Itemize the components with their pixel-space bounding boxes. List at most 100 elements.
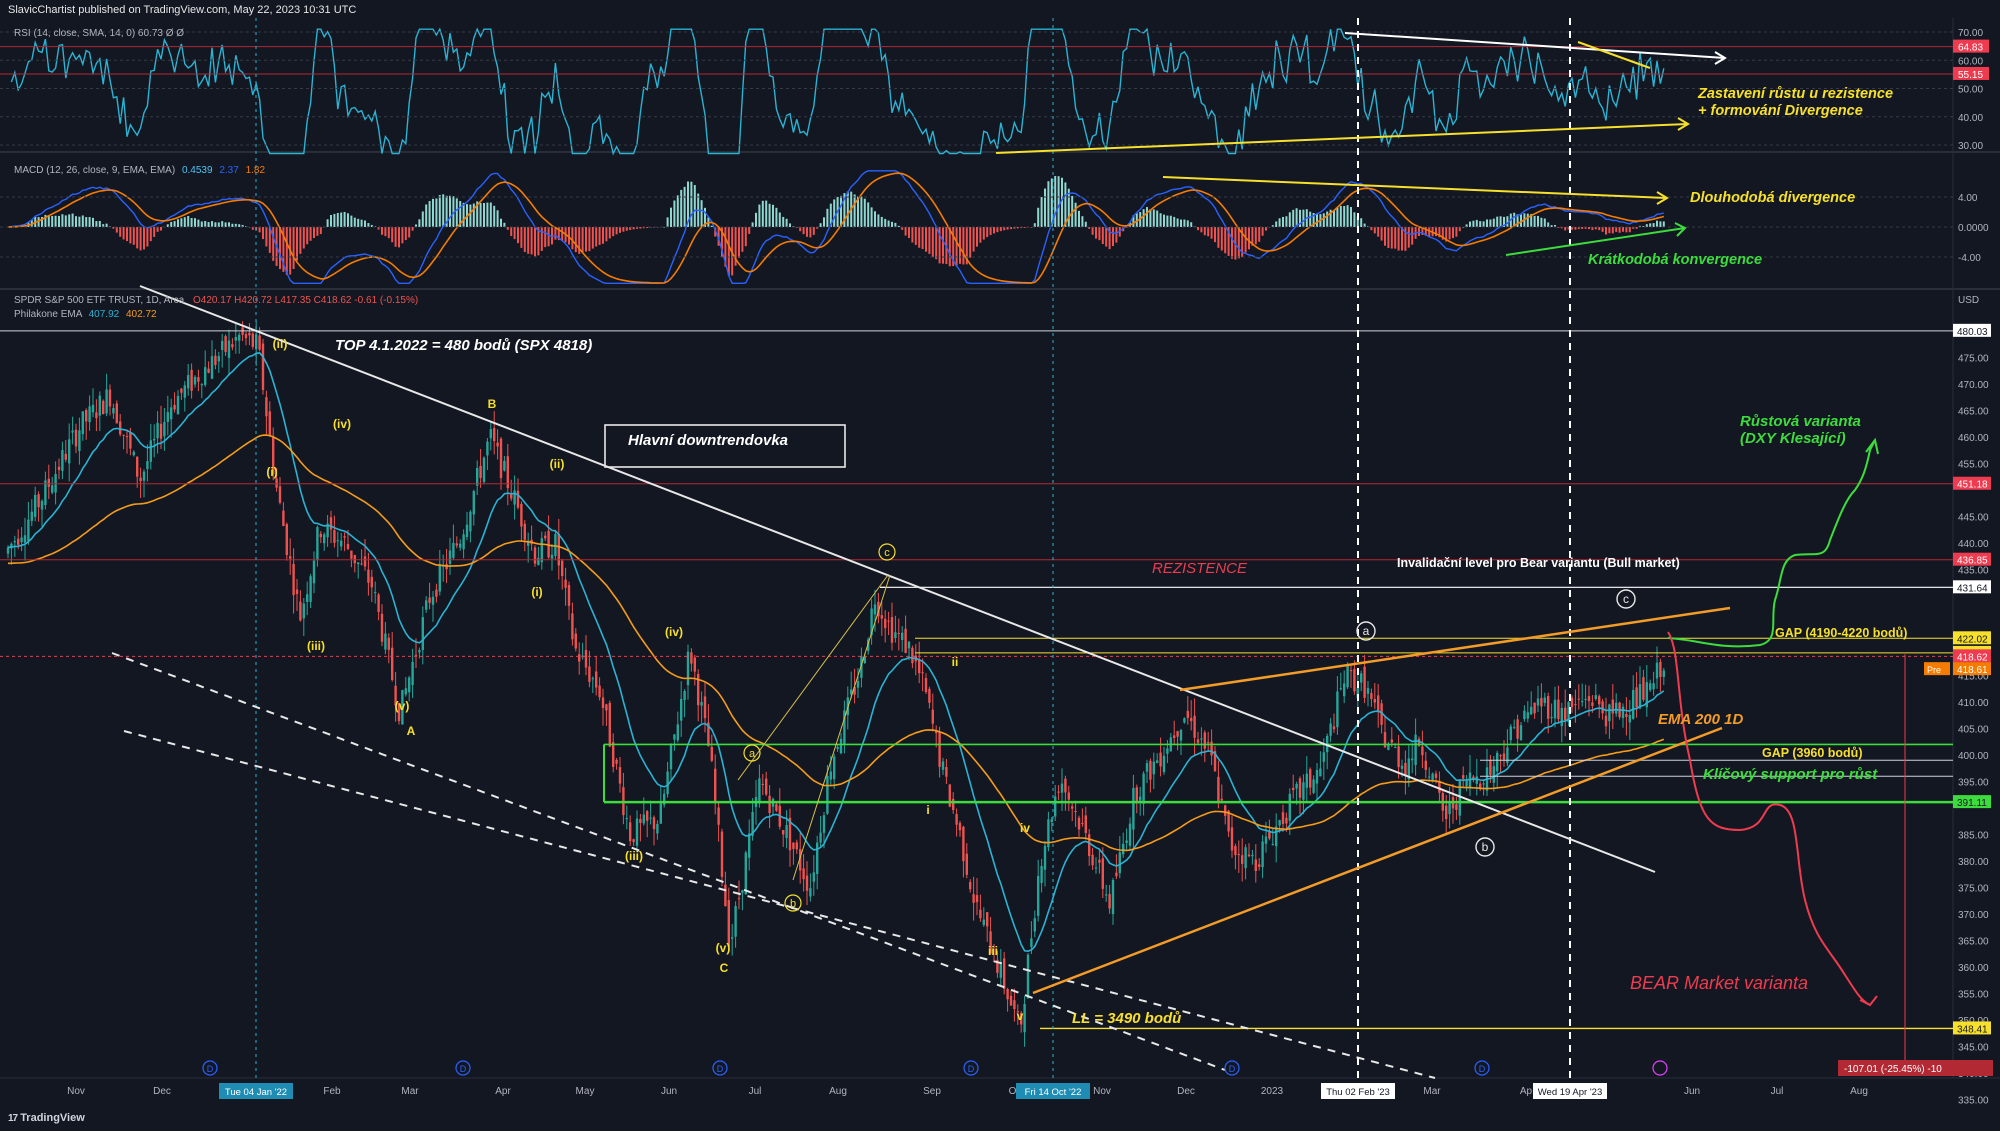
candle-body [1645, 682, 1648, 708]
candle-body [1332, 726, 1336, 730]
candle-body [1149, 760, 1152, 780]
candle-body [1305, 773, 1308, 788]
candle-body [1047, 819, 1050, 848]
macd-histogram-bar [751, 222, 754, 227]
candle-body [102, 400, 105, 415]
candle-body [598, 685, 601, 698]
macd-histogram-bar [1404, 227, 1407, 251]
candle-body [1281, 812, 1285, 824]
candle-body [1509, 726, 1512, 741]
candle-body [408, 677, 411, 693]
time-axis-label: Nov [67, 1086, 85, 1097]
macd-value-1: 0.4539 [181, 165, 213, 176]
candle-body [272, 436, 275, 475]
price-axis-tick: 455.00 [1958, 460, 1989, 471]
macd-histogram-bar [1135, 213, 1138, 227]
candle-body [1434, 773, 1438, 778]
candle-body [836, 747, 839, 749]
candle-body [459, 543, 462, 548]
macd-histogram-bar [387, 227, 390, 239]
macd-histogram-bar [802, 227, 805, 235]
candle-body [941, 761, 945, 770]
candle-body [1370, 693, 1373, 700]
candle-body [187, 375, 190, 389]
macd-histogram-bar [1231, 227, 1233, 259]
time-axis-label: Mar [401, 1086, 419, 1097]
macd-histogram-bar [1659, 221, 1662, 227]
macd-histogram-bar [350, 215, 353, 227]
candle-body [1244, 847, 1247, 869]
candle-body [962, 826, 965, 862]
macd-histogram-bar [132, 227, 135, 245]
footer-brand[interactable]: 17 TradingView [8, 1112, 85, 1124]
candle-body [1642, 677, 1645, 700]
wave-label: iv [1020, 821, 1030, 835]
macd-histogram-bar [1132, 215, 1135, 227]
macd-histogram-bar [282, 227, 285, 272]
candle-body [965, 853, 968, 875]
macd-histogram-bar [489, 202, 492, 227]
macd-histogram-bar [299, 227, 302, 254]
candle-body [61, 450, 64, 471]
macd-histogram-bar [663, 226, 666, 228]
candle-body [673, 734, 676, 740]
macd-histogram-bar [891, 221, 893, 227]
macd-histogram-bar [1322, 213, 1325, 227]
macd-histogram-bar [146, 227, 149, 247]
candle-body [948, 784, 951, 807]
macd-histogram-bar [829, 203, 832, 227]
candle-body [945, 766, 948, 777]
macd-histogram-bar [632, 227, 635, 230]
macd-histogram-bar [1550, 225, 1553, 227]
candle-body [1023, 1004, 1026, 1033]
candle-body [897, 633, 900, 635]
candle-body [1366, 688, 1370, 694]
macd-histogram-bar [1047, 181, 1050, 227]
macd-histogram-bar [581, 227, 584, 253]
candle-body [975, 895, 979, 903]
macd-histogram-bar [857, 196, 859, 227]
candle-body [333, 530, 336, 543]
bear-projection-path [1667, 631, 1871, 1006]
candle-body [1536, 698, 1540, 706]
candle-body [635, 818, 639, 846]
candle-body [312, 560, 316, 584]
price-axis-tick: 445.00 [1958, 513, 1989, 524]
candle-body [224, 336, 227, 352]
candle-body [350, 550, 353, 559]
macd-histogram-bar [931, 227, 934, 258]
candle-body [1414, 734, 1417, 766]
macd-histogram-bar [336, 212, 339, 227]
candle-body [1360, 673, 1363, 683]
macd-histogram-bar [102, 224, 105, 227]
candle-body [1074, 811, 1077, 813]
macd-histogram-bar [452, 196, 455, 227]
candle-body [88, 406, 91, 423]
macd-histogram-bar [571, 227, 574, 250]
candle-body [1601, 701, 1604, 714]
price-label: 451.18 [1957, 480, 1988, 491]
macd-histogram-bar [755, 212, 757, 227]
macd-histogram-bar [194, 218, 196, 227]
macd-histogram-bar [625, 227, 628, 231]
macd-histogram-bar [911, 227, 914, 243]
candle-body [1570, 697, 1574, 708]
price-label-bg [1953, 631, 1991, 645]
candle-body [1598, 696, 1601, 705]
candle-body [554, 533, 557, 556]
macd-histogram-bar [1452, 227, 1454, 239]
macd-histogram-bar [870, 207, 873, 227]
macd-histogram-bar [1567, 227, 1570, 230]
time-axis-label: Dec [1177, 1086, 1195, 1097]
candle-body [714, 768, 717, 803]
macd-histogram-bar [789, 223, 791, 227]
macd-histogram-bar [302, 227, 305, 249]
macd-histogram-bar [204, 221, 207, 227]
annotation-macd-short: Krátkodobá konvergence [1588, 252, 1762, 268]
macd-histogram-bar [887, 220, 890, 227]
macd-histogram-bar [1380, 227, 1383, 241]
macd-histogram-bar [1482, 221, 1485, 227]
candle-body [1611, 699, 1614, 714]
candle-body [601, 697, 605, 709]
